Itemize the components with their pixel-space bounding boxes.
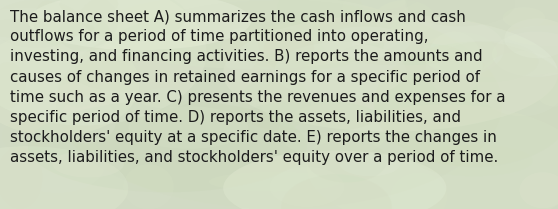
- Ellipse shape: [183, 32, 259, 56]
- Ellipse shape: [478, 51, 558, 116]
- Ellipse shape: [374, 0, 435, 36]
- Ellipse shape: [58, 15, 110, 52]
- Ellipse shape: [426, 32, 483, 96]
- Ellipse shape: [223, 150, 446, 209]
- Ellipse shape: [0, 147, 42, 209]
- Ellipse shape: [95, 0, 407, 69]
- Ellipse shape: [57, 73, 100, 107]
- Ellipse shape: [147, 12, 200, 54]
- Ellipse shape: [52, 150, 124, 178]
- Ellipse shape: [0, 8, 87, 42]
- Ellipse shape: [422, 32, 497, 75]
- Ellipse shape: [0, 0, 83, 48]
- Ellipse shape: [0, 146, 128, 209]
- Ellipse shape: [28, 100, 307, 192]
- Ellipse shape: [0, 31, 140, 136]
- Ellipse shape: [0, 62, 25, 108]
- Ellipse shape: [133, 15, 242, 36]
- Ellipse shape: [0, 0, 206, 125]
- Text: The balance sheet A) summarizes the cash inflows and cash
outflows for a period : The balance sheet A) summarizes the cash…: [10, 9, 506, 165]
- Ellipse shape: [221, 28, 259, 73]
- Ellipse shape: [321, 26, 410, 59]
- Ellipse shape: [128, 106, 248, 149]
- Ellipse shape: [507, 25, 558, 46]
- Ellipse shape: [281, 175, 392, 209]
- Ellipse shape: [340, 152, 400, 176]
- Ellipse shape: [243, 20, 377, 78]
- Ellipse shape: [123, 164, 174, 209]
- Ellipse shape: [492, 32, 558, 77]
- Ellipse shape: [405, 0, 515, 26]
- Ellipse shape: [251, 51, 353, 70]
- Ellipse shape: [2, 119, 53, 153]
- Ellipse shape: [275, 42, 406, 100]
- Ellipse shape: [352, 31, 421, 59]
- Ellipse shape: [504, 18, 558, 58]
- Ellipse shape: [535, 72, 558, 107]
- Ellipse shape: [307, 139, 387, 182]
- Ellipse shape: [383, 17, 504, 80]
- Ellipse shape: [341, 0, 408, 35]
- Ellipse shape: [138, 88, 191, 108]
- Ellipse shape: [223, 15, 558, 132]
- Ellipse shape: [56, 0, 502, 209]
- Ellipse shape: [80, 0, 186, 42]
- Ellipse shape: [278, 103, 388, 159]
- Ellipse shape: [330, 0, 408, 11]
- Ellipse shape: [503, 7, 545, 28]
- Ellipse shape: [252, 164, 309, 209]
- Ellipse shape: [0, 19, 94, 38]
- Ellipse shape: [391, 0, 558, 77]
- Ellipse shape: [438, 41, 538, 82]
- Ellipse shape: [340, 42, 463, 65]
- Ellipse shape: [21, 70, 71, 120]
- Ellipse shape: [277, 0, 363, 31]
- Ellipse shape: [31, 138, 102, 155]
- Ellipse shape: [416, 145, 533, 176]
- Ellipse shape: [374, 42, 558, 167]
- Ellipse shape: [240, 76, 310, 131]
- Ellipse shape: [59, 97, 116, 144]
- Ellipse shape: [390, 173, 447, 209]
- Ellipse shape: [270, 167, 344, 207]
- Ellipse shape: [28, 0, 251, 50]
- Ellipse shape: [244, 100, 378, 133]
- Ellipse shape: [307, 104, 558, 209]
- Ellipse shape: [209, 172, 341, 192]
- Ellipse shape: [263, 29, 315, 72]
- Ellipse shape: [260, 71, 372, 131]
- Ellipse shape: [519, 172, 558, 208]
- Ellipse shape: [60, 0, 118, 16]
- Ellipse shape: [74, 55, 175, 91]
